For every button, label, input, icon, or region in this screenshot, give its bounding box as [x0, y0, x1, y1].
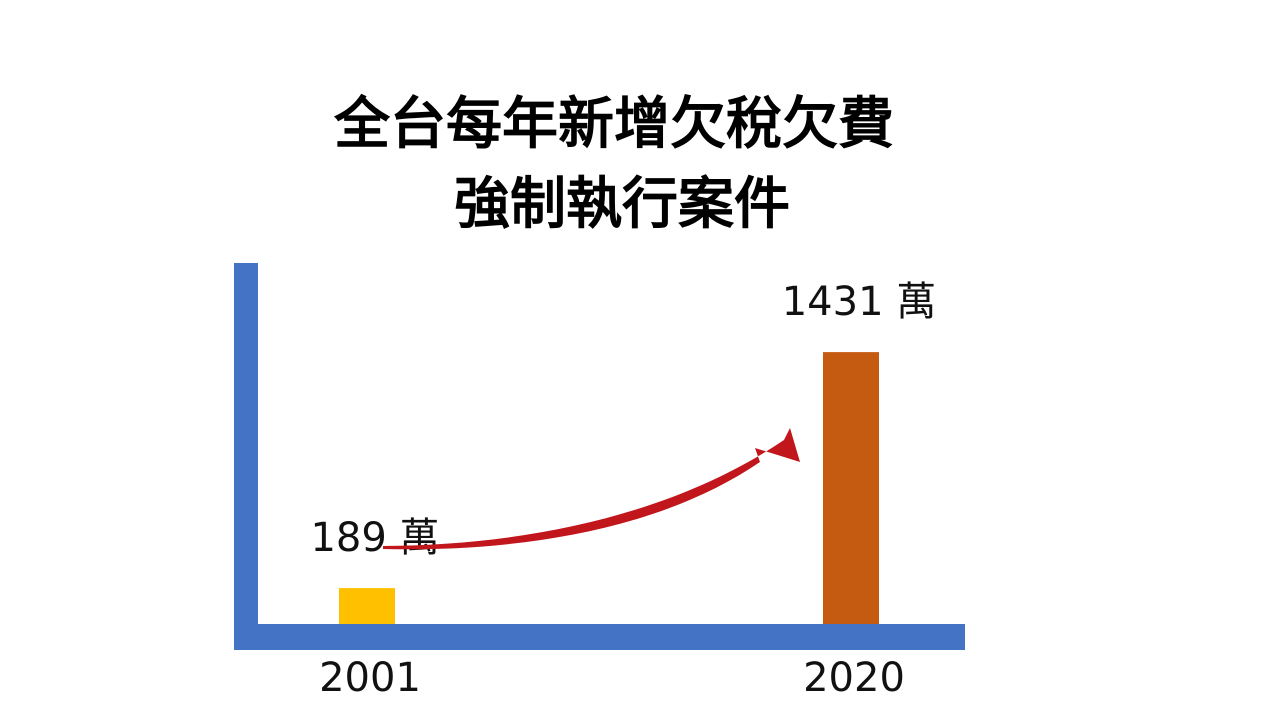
y-axis	[234, 263, 258, 650]
chart-title: 全台每年新增欠稅欠費	[333, 92, 894, 157]
bar	[823, 352, 879, 624]
value-label: 1431 萬	[782, 279, 937, 325]
trend-arrow	[383, 428, 800, 550]
value-label: 189 萬	[310, 515, 439, 561]
bar	[339, 588, 395, 624]
axes	[234, 263, 965, 650]
chart-title: 強制執行案件	[454, 172, 790, 237]
x-tick-label: 2020	[803, 655, 905, 701]
x-axis	[234, 624, 965, 650]
x-tick-label: 2001	[319, 655, 421, 701]
bars: 2001 189 萬 2020 1431 萬	[310, 279, 936, 701]
